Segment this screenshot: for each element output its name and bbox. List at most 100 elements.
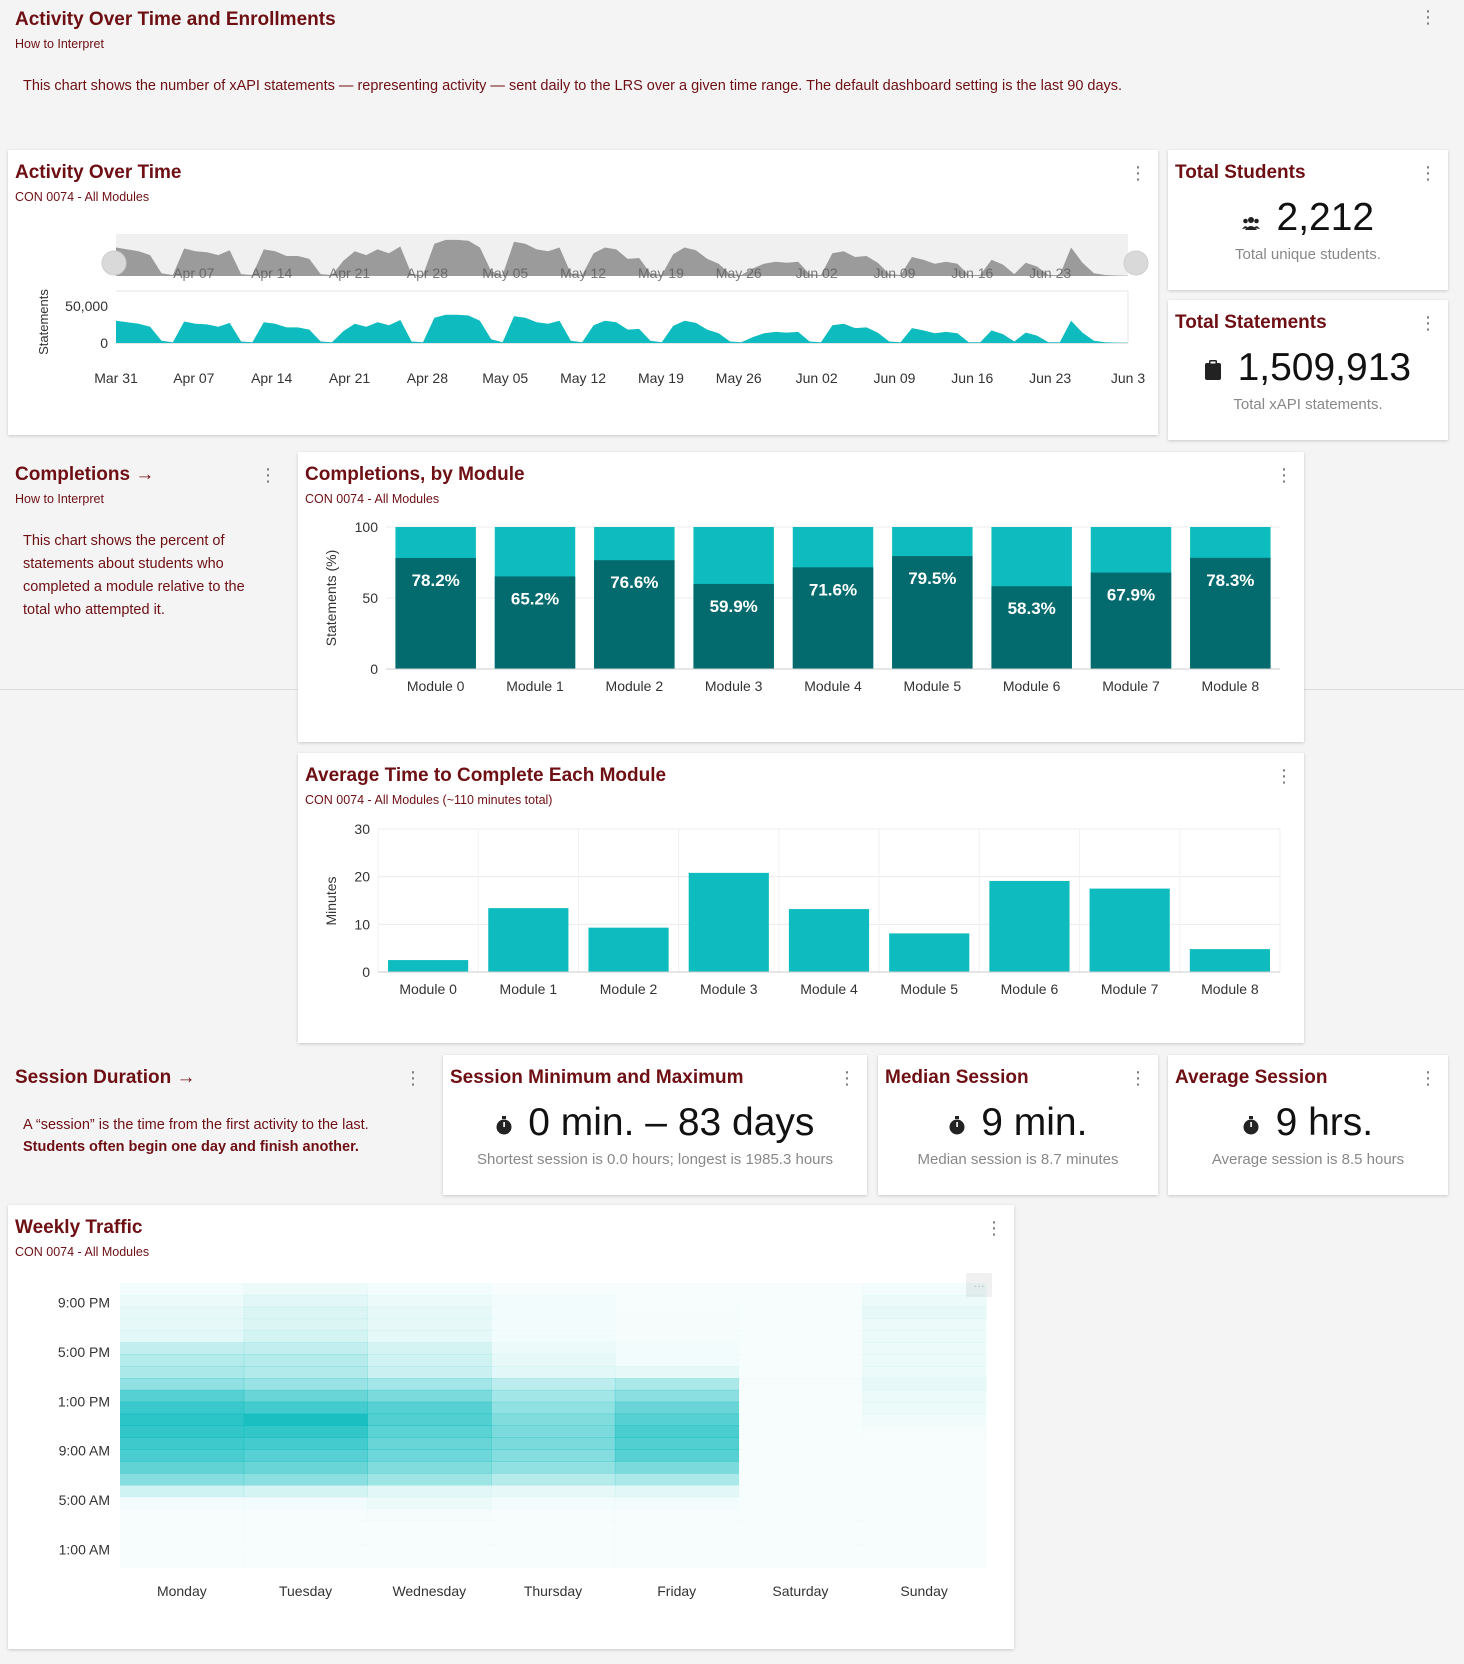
heatmap-cell xyxy=(120,1509,244,1521)
average-session-value: 9 hrs. xyxy=(1275,1101,1374,1144)
completed-bar xyxy=(395,557,476,669)
session-info-menu-icon[interactable]: ⋮ xyxy=(404,1068,422,1088)
heatmap-cell xyxy=(491,1366,616,1379)
header-menu-icon[interactable]: ⋮ xyxy=(1419,7,1437,27)
y-tick-label: 50 xyxy=(362,590,378,606)
heatmap-cell xyxy=(862,1556,986,1568)
x-tick-label: May 26 xyxy=(716,370,762,386)
heatmap-cell xyxy=(615,1283,739,1295)
heatmap-cell xyxy=(120,1437,245,1450)
heatmap-cell xyxy=(862,1461,986,1473)
heatmap-cell xyxy=(739,1461,863,1473)
heatmap-cell xyxy=(367,1330,492,1343)
how-to-interpret-link[interactable]: How to Interpret xyxy=(15,37,104,51)
heatmap-cell xyxy=(615,1521,739,1533)
navigator-left-handle[interactable] xyxy=(101,250,127,276)
heatmap-cell xyxy=(243,1389,368,1403)
heatmap-cell xyxy=(367,1401,492,1415)
x-tick-label: Module 5 xyxy=(900,981,958,997)
heatmap-cell xyxy=(739,1449,863,1461)
total-statements-menu-icon[interactable]: ⋮ xyxy=(1419,313,1437,333)
avg-time-menu-icon[interactable]: ⋮ xyxy=(1275,766,1293,786)
heatmap-cell xyxy=(862,1497,986,1509)
heatmap-cell xyxy=(367,1413,492,1427)
x-tick-label: Module 0 xyxy=(399,981,457,997)
heatmap-cell xyxy=(120,1389,245,1403)
heatmap-cell xyxy=(491,1354,616,1367)
activity-menu-icon[interactable]: ⋮ xyxy=(1129,163,1147,183)
heatmap-cell xyxy=(367,1342,492,1355)
avg-time-bar xyxy=(688,872,769,972)
heatmap-cell xyxy=(491,1378,616,1391)
header-section: Activity Over Time and Enrollments How t… xyxy=(0,0,1464,120)
heatmap-cell xyxy=(243,1401,368,1415)
completed-bar xyxy=(494,576,576,669)
y-tick-label: 9:00 PM xyxy=(58,1294,110,1310)
heatmap-cell xyxy=(244,1509,368,1521)
heatmap-cell xyxy=(367,1366,492,1379)
heatmap-cell xyxy=(614,1425,740,1438)
x-tick-label: Module 7 xyxy=(1101,981,1159,997)
completions-chart[interactable]: 0 50 100 Statements (%) 78.2% Module 0 65.2% Mo… xyxy=(298,452,1304,742)
weekly-traffic-menu-icon[interactable]: ⋮ xyxy=(985,1218,1003,1238)
avg-time-panel: Average Time to Complete Each Module CON… xyxy=(298,753,1304,1043)
avg-time-chart[interactable]: 0 10 20 30 Minutes Module 0 Module 1 Module 2 Mo… xyxy=(298,753,1304,1043)
average-session-menu-icon[interactable]: ⋮ xyxy=(1419,1068,1437,1088)
weekly-heatmap[interactable]: 1:00 AM 5:00 AM 9:00 AM 1:00 PM 5:00 PM 9:00 … xyxy=(8,1205,1014,1649)
heatmap-cell xyxy=(862,1354,987,1367)
heatmap-cell xyxy=(120,1413,245,1427)
heatmap-cell xyxy=(739,1319,863,1331)
completions-info-title[interactable]: Completions → xyxy=(15,464,155,485)
heatmap-cell xyxy=(367,1378,492,1391)
session-info-emphasis: Students often begin one day and finish … xyxy=(23,1139,359,1155)
x-tick-label: Thursday xyxy=(524,1583,582,1599)
total-statements-kpi: 1,509,913 xyxy=(1168,346,1448,390)
session-minmax-menu-icon[interactable]: ⋮ xyxy=(838,1068,856,1088)
heatmap-cell xyxy=(862,1283,987,1296)
stopwatch-icon xyxy=(496,1114,519,1141)
heatmap-cell xyxy=(614,1354,740,1367)
navigator-tick-label: Apr 07 xyxy=(173,265,214,281)
heatmap-cell xyxy=(491,1318,616,1332)
heatmap-cell xyxy=(367,1389,492,1403)
heatmap-cell xyxy=(243,1318,368,1332)
x-tick-label: Module 3 xyxy=(705,678,763,694)
heatmap-cell xyxy=(120,1306,245,1320)
heatmap-cell xyxy=(243,1306,368,1320)
completion-data-label: 78.2% xyxy=(412,571,460,590)
navigator-right-handle[interactable] xyxy=(1123,250,1149,276)
completions-how-to-interpret-link[interactable]: How to Interpret xyxy=(15,492,104,506)
heatmap-cell xyxy=(614,1318,740,1332)
avg-time-bar xyxy=(588,927,669,972)
session-info-title[interactable]: Session Duration → xyxy=(15,1067,196,1088)
x-tick-label: Apr 07 xyxy=(173,370,214,386)
x-tick-label: Module 1 xyxy=(506,678,564,694)
total-students-menu-icon[interactable]: ⋮ xyxy=(1419,163,1437,183)
heatmap-cell xyxy=(120,1342,245,1355)
completion-data-label: 71.6% xyxy=(809,580,857,599)
heatmap-cell xyxy=(491,1330,616,1343)
heatmap-cell xyxy=(244,1556,368,1568)
heatmap-cell xyxy=(862,1544,986,1556)
heatmap-cell xyxy=(614,1330,740,1343)
x-tick-label: Module 8 xyxy=(1202,678,1260,694)
session-minmax-panel: Session Minimum and Maximum ⋮ 0 min. – 8… xyxy=(443,1055,867,1195)
activity-chart[interactable]: Apr 07 Apr 14 Apr 21 Apr 28 May 05 May 12 May … xyxy=(8,150,1158,435)
heatmap-cell xyxy=(491,1461,616,1474)
x-tick-label: Module 0 xyxy=(407,678,465,694)
heatmap-cell xyxy=(739,1521,863,1533)
heatmap-cell xyxy=(491,1425,616,1438)
completion-data-label: 78.3% xyxy=(1206,571,1254,590)
completions-info-menu-icon[interactable]: ⋮ xyxy=(259,465,277,485)
session-minmax-caption: Shortest session is 0.0 hours; longest i… xyxy=(476,1151,834,1168)
heatmap-cell xyxy=(614,1306,740,1320)
y-tick-label: 0 xyxy=(362,964,370,980)
heatmap-cell xyxy=(367,1294,492,1308)
median-session-menu-icon[interactable]: ⋮ xyxy=(1129,1068,1147,1088)
heatmap-cell xyxy=(120,1330,245,1343)
heatmap-more-icon[interactable]: … xyxy=(966,1273,992,1297)
heatmap-cell xyxy=(491,1544,615,1556)
heatmap-cell xyxy=(491,1306,616,1320)
heatmap-cell xyxy=(367,1461,492,1474)
completions-menu-icon[interactable]: ⋮ xyxy=(1275,465,1293,485)
